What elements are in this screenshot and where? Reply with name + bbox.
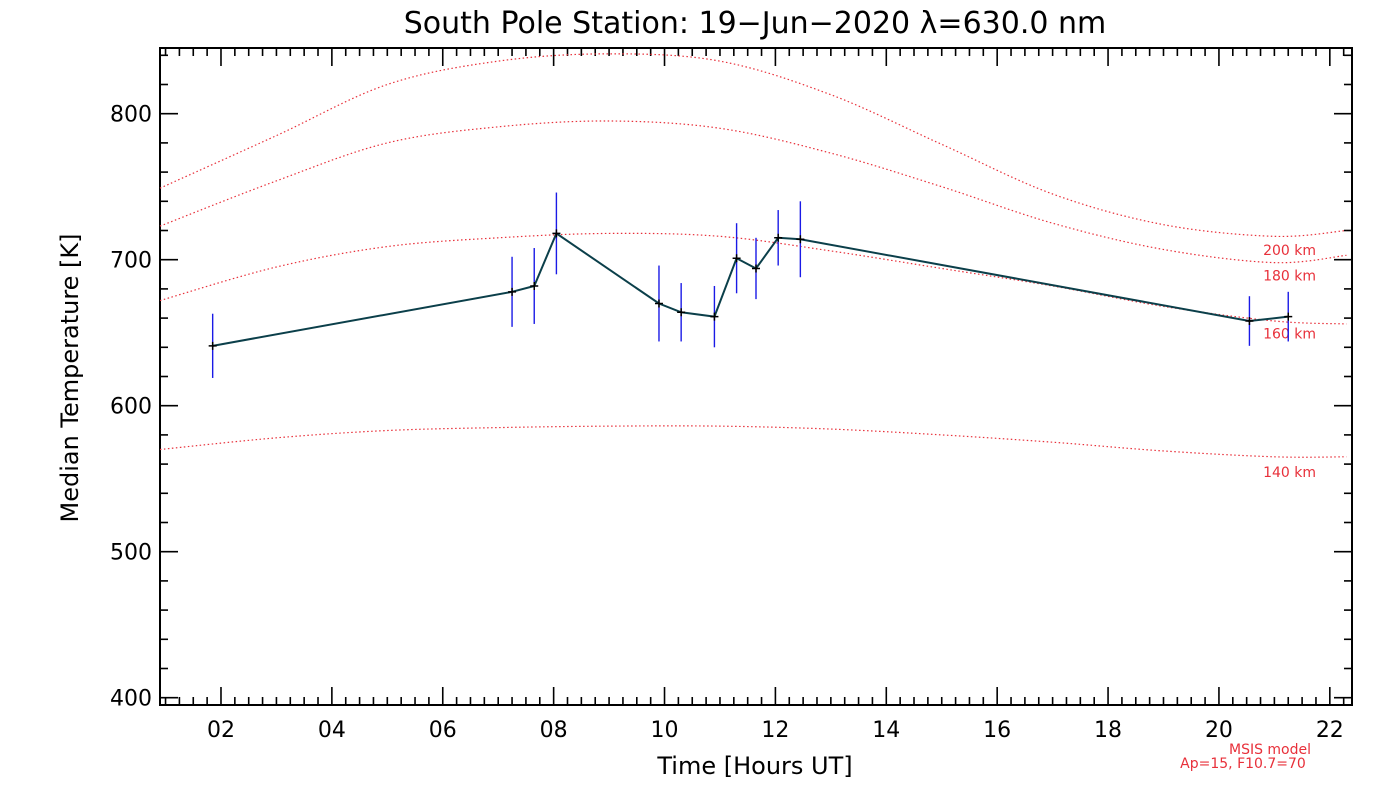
x-tick-label: 14 <box>872 718 900 743</box>
x-tick-label: 20 <box>1205 718 1233 743</box>
x-tick-label: 22 <box>1316 718 1344 743</box>
x-tick-label: 10 <box>651 718 679 743</box>
y-tick-label: 400 <box>110 687 152 712</box>
x-tick-label: 18 <box>1094 718 1122 743</box>
data-point-marker <box>1284 312 1293 321</box>
y-tick-label: 700 <box>110 249 152 274</box>
plot-area: 02 04 06 08 10 12 14 16 18 20 22 400 500 600 700 800 200… <box>110 47 1353 743</box>
y-tick-label: 800 <box>110 103 152 128</box>
plot-frame <box>159 47 1353 706</box>
measurement-line <box>212 231 1289 347</box>
model-annotation-line1: MSIS model <box>1229 742 1311 758</box>
data-point-marker <box>710 312 719 321</box>
model-label-180-km: 180 km <box>1263 269 1316 285</box>
model-curve-200-km <box>159 53 1347 238</box>
y-axis-label: Median Temperature [K] <box>56 233 84 522</box>
x-tick-label: 04 <box>318 718 346 743</box>
x-tick-label: 02 <box>207 718 235 743</box>
data-point-marker <box>774 233 783 242</box>
data-point-marker <box>752 264 760 273</box>
x-tick-label: 06 <box>429 718 457 743</box>
x-tick-label: 08 <box>540 718 568 743</box>
y-tick-label: 600 <box>110 395 152 420</box>
model-curve-140-km <box>159 425 1347 458</box>
data-point-marker <box>732 254 741 263</box>
data-point-marker <box>654 299 663 308</box>
model-curve-160-km <box>159 232 1347 325</box>
data-point-marker <box>508 287 517 296</box>
model-curve-180-km <box>159 120 1347 264</box>
data-point-marker <box>552 229 561 238</box>
data-point-marker <box>530 281 539 290</box>
data-point-marker <box>796 235 805 244</box>
x-axis-label: Time [Hours UT] <box>656 752 852 780</box>
model-label-200-km: 200 km <box>1263 243 1316 259</box>
y-tick-label: 500 <box>110 541 152 566</box>
x-tick-label: 16 <box>983 718 1011 743</box>
data-point-marker <box>208 341 217 350</box>
model-annotation-line2: Ap=15, F10.7=70 <box>1180 756 1306 772</box>
data-point-marker <box>677 308 686 317</box>
x-tick-label: 12 <box>761 718 789 743</box>
data-point-marker <box>1245 317 1254 326</box>
model-label-140-km: 140 km <box>1263 465 1316 481</box>
chart-title: South Pole Station: 19−Jun−2020 λ=630.0 … <box>404 6 1106 41</box>
model-label-160-km: 160 km <box>1263 327 1316 343</box>
